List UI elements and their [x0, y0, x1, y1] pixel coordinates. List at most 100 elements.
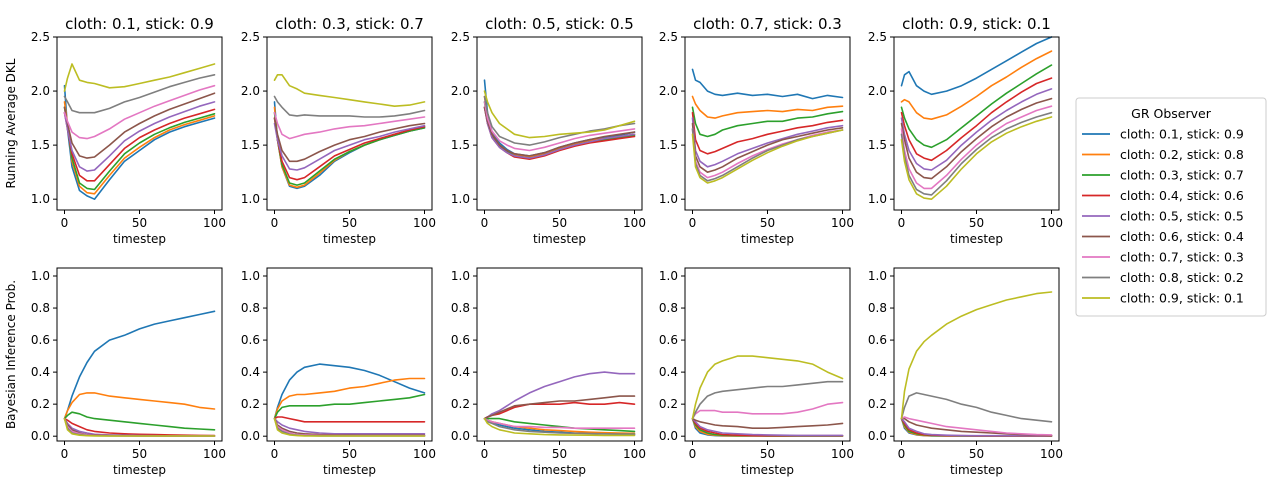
legend-label: cloth: 0.6, stick: 0.4	[1120, 229, 1244, 244]
x-tick-label: 50	[552, 447, 567, 461]
plot-frame	[476, 267, 643, 442]
series-line-6	[63, 92, 216, 159]
x-tick-label: 50	[552, 216, 567, 230]
subplot-title: cloth: 0.9, stick: 0.1	[902, 15, 1051, 33]
series-line-4	[900, 77, 1053, 162]
y-tick-label: 2.5	[241, 30, 260, 44]
legend-label: cloth: 0.3, stick: 0.7	[1120, 168, 1244, 183]
legend-label: cloth: 0.5, stick: 0.5	[1120, 209, 1244, 224]
x-tick-label: 50	[969, 447, 984, 461]
series-line-9	[483, 90, 636, 139]
series-line-7	[483, 417, 636, 430]
x-tick-label: 50	[132, 216, 147, 230]
y-tick-label: 0.0	[868, 429, 887, 443]
subplot-title: cloth: 0.7, stick: 0.3	[693, 15, 842, 33]
y-tick-label: 2.0	[451, 84, 470, 98]
legend-entry: cloth: 0.6, stick: 0.4	[1082, 229, 1244, 244]
x-tick-label: 0	[689, 447, 697, 461]
series-line-6	[691, 122, 844, 173]
y-tick-label: 2.0	[868, 84, 887, 98]
x-axis-label: timestep	[323, 232, 376, 246]
series-line-4	[691, 417, 844, 437]
legend-entry: cloth: 0.5, stick: 0.5	[1082, 209, 1244, 224]
y-tick-label: 1.5	[659, 138, 678, 152]
y-tick-label: 0.6	[451, 333, 470, 347]
series-line-8	[900, 111, 1053, 196]
x-tick-label: 0	[271, 447, 279, 461]
x-tick-label: 50	[342, 216, 357, 230]
legend-label: cloth: 0.8, stick: 0.2	[1120, 270, 1244, 285]
x-tick-label: 0	[481, 216, 489, 230]
x-tick-label: 100	[1040, 216, 1063, 230]
y-tick-label: 1.0	[31, 192, 50, 206]
legend-entry: cloth: 0.3, stick: 0.7	[1082, 168, 1244, 183]
series-line-3	[483, 417, 636, 433]
y-tick-label: 1.5	[31, 138, 50, 152]
x-tick-label: 100	[1040, 447, 1063, 461]
x-tick-label: 50	[342, 447, 357, 461]
series-line-7	[483, 101, 636, 152]
series-line-5	[273, 122, 426, 171]
subplot-6: 0 50 100 0.0 0.2 0.4 0.6 0.8 1.0 timestep Bayesian…	[4, 267, 226, 477]
x-tick-label: 100	[203, 216, 226, 230]
y-tick-label: 1.0	[868, 269, 887, 283]
series-line-9	[691, 129, 844, 184]
y-tick-label: 0.2	[868, 397, 887, 411]
y-tick-label: 2.5	[31, 30, 50, 44]
series-line-7	[900, 416, 1053, 436]
legend: GR Observer cloth: 0.1, stick: 0.9cloth:…	[1075, 97, 1267, 317]
x-tick-label: 0	[61, 447, 69, 461]
series-line-9	[273, 417, 426, 437]
series-line-4	[273, 416, 426, 423]
series-line-5	[900, 417, 1053, 437]
x-tick-label: 100	[623, 447, 646, 461]
series-line-7	[63, 84, 216, 140]
series-line-5	[483, 371, 636, 420]
y-tick-label: 0.4	[451, 365, 470, 379]
series-line-6	[900, 97, 1053, 180]
series-line-5	[900, 88, 1053, 171]
y-tick-label: 1.0	[659, 192, 678, 206]
subplot-2: 0 50 100 1.0 1.5 2.0 2.5 timestep cloth: 0.3, st…	[241, 15, 436, 246]
series-line-6	[483, 395, 636, 420]
series-line-3	[900, 64, 1053, 149]
series-line-5	[63, 101, 216, 172]
x-tick-label: 100	[831, 447, 854, 461]
x-axis-label: timestep	[533, 232, 586, 246]
legend-entries: cloth: 0.1, stick: 0.9 cloth: 0.2, stick:…	[1082, 127, 1244, 306]
subplot-7: 0 50 100 0.0 0.2 0.4 0.6 0.8 1.0 timestep	[241, 267, 436, 477]
series-line-3	[691, 106, 844, 138]
y-tick-label: 0.4	[31, 365, 50, 379]
x-tick-label: 100	[413, 216, 436, 230]
plot-frame	[266, 267, 433, 442]
series-line-3	[273, 393, 426, 420]
y-tick-label: 2.5	[659, 30, 678, 44]
x-axis-label: timestep	[533, 463, 586, 477]
y-tick-label: 1.0	[241, 192, 260, 206]
series-line-4	[691, 111, 844, 155]
series-line-9	[273, 74, 426, 107]
y-tick-label: 0.2	[31, 397, 50, 411]
x-tick-label: 50	[969, 216, 984, 230]
x-tick-label: 0	[898, 216, 906, 230]
series-line-8	[63, 74, 216, 114]
series-line-6	[483, 106, 636, 157]
series-line-5	[483, 106, 636, 159]
series-line-5	[63, 417, 216, 437]
subplot-9: 0 50 100 0.0 0.2 0.4 0.6 0.8 1.0 timestep	[659, 267, 854, 477]
y-tick-label: 2.0	[659, 84, 678, 98]
series-line-3	[273, 111, 426, 186]
series-line-9	[483, 417, 636, 437]
y-tick-label: 0.8	[241, 301, 260, 315]
y-tick-label: 1.5	[451, 138, 470, 152]
y-tick-label: 0.0	[241, 429, 260, 443]
subplot-4: 0 50 100 1.0 1.5 2.0 2.5 timestep cloth: 0.7, st…	[659, 15, 854, 246]
series-line-2	[63, 101, 216, 195]
series-line-7	[900, 105, 1053, 190]
y-tick-label: 2.0	[241, 84, 260, 98]
legend-label: cloth: 0.1, stick: 0.9	[1120, 127, 1244, 142]
y-tick-label: 2.5	[451, 30, 470, 44]
series-line-8	[691, 128, 844, 182]
legend-label: cloth: 0.9, stick: 0.1	[1120, 291, 1244, 306]
y-tick-label: 0.2	[241, 397, 260, 411]
